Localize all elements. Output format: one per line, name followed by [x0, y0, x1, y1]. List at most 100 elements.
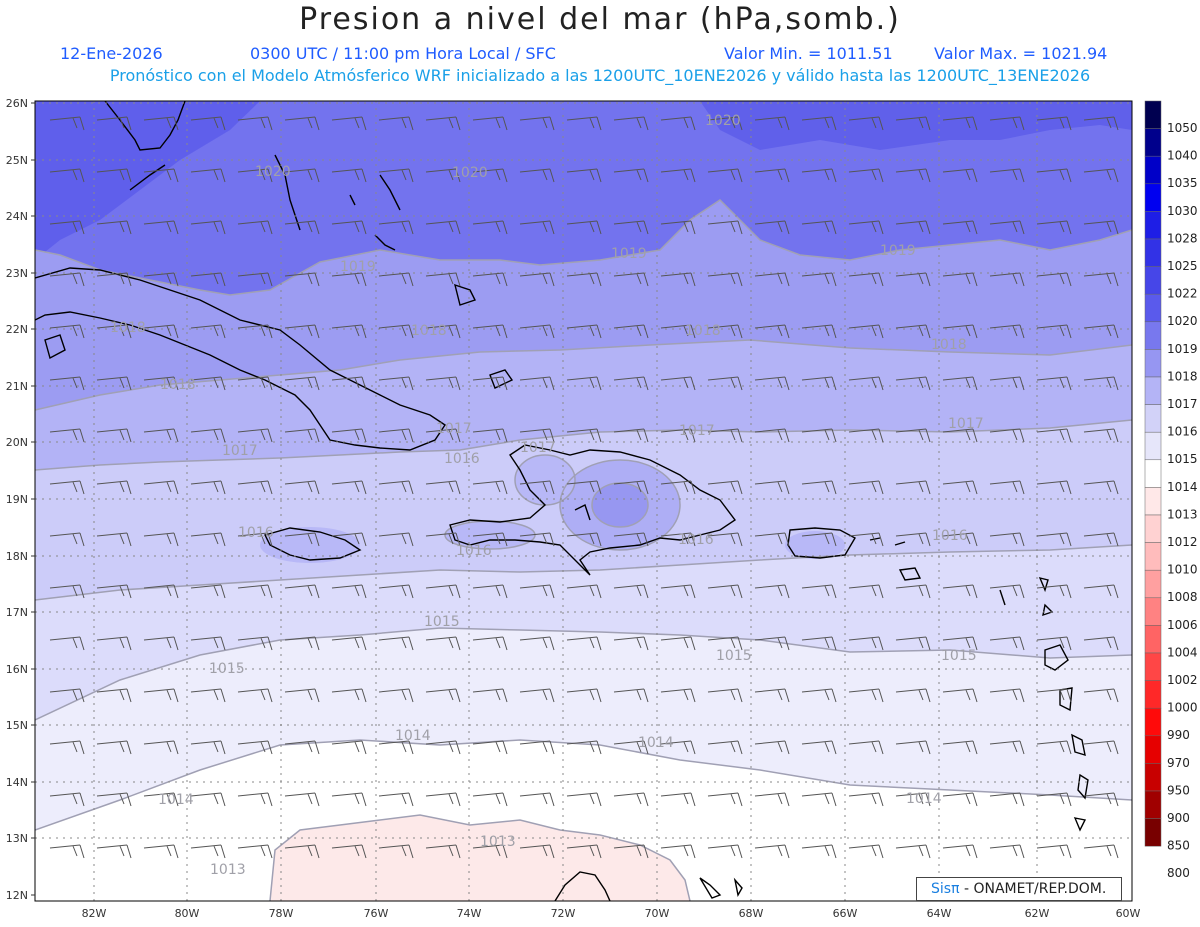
colorbar-label: 950 — [1167, 783, 1190, 797]
wind-barb — [96, 532, 132, 547]
colorbar-label: 1040 — [1167, 149, 1198, 163]
wind-barb — [425, 428, 461, 443]
wind-barb — [49, 740, 85, 755]
wind-barb — [942, 324, 978, 339]
colorbar-swatch — [1144, 128, 1162, 157]
wind-barb — [707, 480, 743, 495]
isobar-label: 1015 — [716, 648, 752, 664]
wind-barb — [284, 532, 320, 547]
isobar-label: 1017 — [948, 416, 984, 432]
wind-barb — [1083, 480, 1119, 495]
wind-barb — [1036, 636, 1072, 651]
wind-barb — [801, 636, 837, 651]
colorbar-label: 1013 — [1167, 507, 1198, 521]
wind-barb — [96, 584, 132, 599]
wind-barb — [1036, 480, 1072, 495]
wind-barb — [989, 116, 1025, 131]
wind-barb — [989, 584, 1025, 599]
wind-barb — [1083, 220, 1119, 235]
wind-barb — [895, 116, 931, 131]
wind-barb — [707, 272, 743, 287]
wind-barb — [895, 480, 931, 495]
isobar-label: 1016 — [444, 451, 480, 467]
wind-barb — [848, 220, 884, 235]
wind-barb — [190, 740, 226, 755]
wind-barb — [472, 740, 508, 755]
isobar-label: 1014 — [638, 735, 674, 751]
min-value: Valor Min. = 1011.51 — [724, 44, 893, 63]
wind-barb — [190, 376, 226, 391]
wind-barb — [848, 480, 884, 495]
wind-barb — [425, 272, 461, 287]
lat-label: 18N — [6, 550, 28, 563]
isobar-label: 1014 — [158, 792, 194, 808]
wind-barb — [519, 688, 555, 703]
wind-barb — [942, 480, 978, 495]
wind-barb — [472, 844, 508, 859]
wind-barb — [707, 532, 743, 547]
colorbar-label: 1017 — [1167, 397, 1198, 411]
wind-barb — [1036, 220, 1072, 235]
wind-barb — [754, 220, 790, 235]
lon-label: 80W — [175, 907, 200, 920]
wind-barb — [1083, 584, 1119, 599]
colorbar-label: 970 — [1167, 756, 1190, 770]
wind-barb — [190, 272, 226, 287]
wind-barb — [801, 272, 837, 287]
wind-barb — [331, 376, 367, 391]
lon-labels: 82W 80W 78W 76W 74W 72W 70W 68W 66W 64W … — [82, 907, 1141, 920]
wind-barb — [519, 272, 555, 287]
colorbar: 1050 1040 1035 1030 1028 1025 1022 1020 1019 1018… — [1144, 100, 1198, 880]
wind-barb — [378, 376, 414, 391]
wind-barb — [989, 220, 1025, 235]
wind-barb — [613, 636, 649, 651]
wind-barb — [942, 844, 978, 859]
wind-barb — [190, 168, 226, 183]
model-info: Pronóstico con el Modelo Atmósferico WRF… — [109, 66, 1091, 85]
wind-barb — [895, 272, 931, 287]
max-value: Valor Max. = 1021.94 — [934, 44, 1108, 63]
wind-barb — [613, 584, 649, 599]
wind-barb — [754, 532, 790, 547]
lat-ticks — [31, 102, 35, 896]
wind-barb — [895, 740, 931, 755]
wind-barb — [96, 168, 132, 183]
wind-barb — [1083, 844, 1119, 859]
wind-barb — [472, 532, 508, 547]
lon-label: 64W — [927, 907, 952, 920]
lat-label: 12N — [6, 889, 28, 902]
wind-barb — [237, 532, 273, 547]
wind-barb — [801, 116, 837, 131]
wind-barb — [660, 272, 696, 287]
wind-barb — [1036, 740, 1072, 755]
wind-barb — [1036, 844, 1072, 859]
wind-barb — [284, 740, 320, 755]
wind-barb — [143, 428, 179, 443]
wind-barb — [96, 272, 132, 287]
colorbar-swatch — [1144, 597, 1162, 626]
wind-barb — [472, 272, 508, 287]
isobar-label: 1017 — [222, 443, 258, 459]
wind-barb — [284, 428, 320, 443]
wind-barb — [566, 740, 602, 755]
wind-barb — [519, 116, 555, 131]
wind-barb — [331, 220, 367, 235]
wind-barb — [801, 480, 837, 495]
wind-barb — [331, 168, 367, 183]
colorbar-label: 1050 — [1167, 121, 1198, 135]
wind-barb — [942, 532, 978, 547]
wind-barb — [1083, 532, 1119, 547]
colorbar-swatch — [1144, 293, 1162, 323]
wind-barb — [143, 480, 179, 495]
wind-barb — [566, 168, 602, 183]
wind-barb — [942, 168, 978, 183]
isobar-label: 1016 — [238, 525, 274, 541]
wind-barb — [378, 428, 414, 443]
wind-barb — [49, 324, 85, 339]
wind-barb — [801, 376, 837, 391]
wind-barb — [801, 688, 837, 703]
wind-barb — [613, 272, 649, 287]
wind-barb — [237, 480, 273, 495]
pressure-fill — [35, 101, 1132, 901]
wind-barb — [613, 220, 649, 235]
